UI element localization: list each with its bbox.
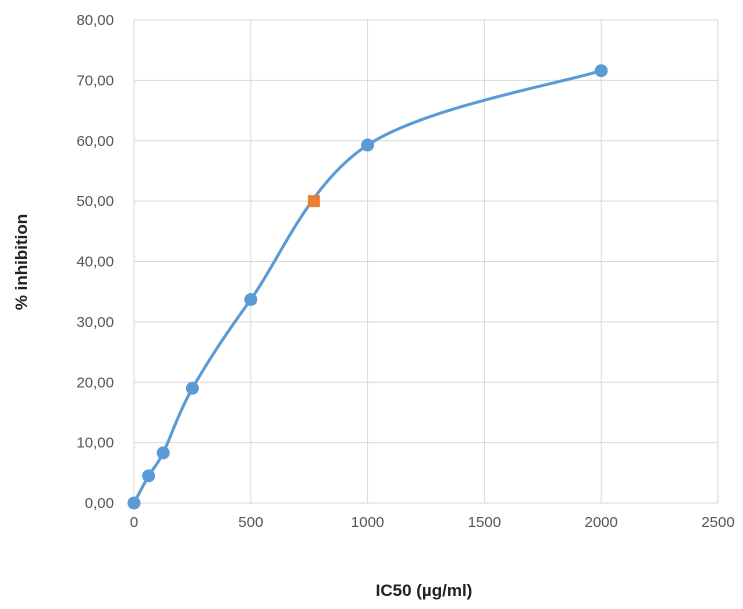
- y-tick-label-5: 50,00: [76, 193, 114, 210]
- series-points: [127, 64, 608, 510]
- x-axis-tick-labels: 0 500 1000 1500 2000 2500: [130, 514, 735, 531]
- y-tick-label-8: 80,00: [76, 12, 114, 29]
- horizontal-gridlines: [134, 19, 718, 504]
- x-tick-label-1: 500: [238, 514, 263, 531]
- y-axis-title: % inhibition: [12, 214, 31, 310]
- x-axis-title: IC50 (µg/ml): [376, 581, 473, 600]
- series-0-point-1: [142, 469, 156, 483]
- y-tick-label-7: 70,00: [76, 72, 114, 89]
- x-tick-label-3: 1500: [468, 514, 501, 531]
- x-tick-label-0: 0: [130, 514, 138, 531]
- y-tick-label-0: 0,00: [85, 495, 114, 512]
- series-0-point-6: [594, 64, 608, 78]
- y-tick-label-4: 40,00: [76, 254, 114, 271]
- x-tick-label-2: 1000: [351, 514, 384, 531]
- series-0-point-0: [127, 496, 141, 510]
- y-tick-label-2: 20,00: [76, 374, 114, 391]
- y-tick-label-1: 10,00: [76, 435, 114, 452]
- x-tick-label-5: 2500: [701, 514, 734, 531]
- series-0-point-4: [244, 293, 258, 307]
- y-tick-label-3: 30,00: [76, 314, 114, 331]
- y-tick-label-6: 60,00: [76, 133, 114, 150]
- y-axis-tick-labels: 0,00 10,00 20,00 30,00 40,00 50,00 60,00 70,00 8…: [76, 12, 114, 512]
- series-1-point-0: [307, 195, 320, 208]
- series-0-point-3: [185, 381, 199, 395]
- series-0-point-5: [361, 138, 375, 152]
- x-tick-label-4: 2000: [585, 514, 618, 531]
- series-0-point-2: [156, 446, 170, 460]
